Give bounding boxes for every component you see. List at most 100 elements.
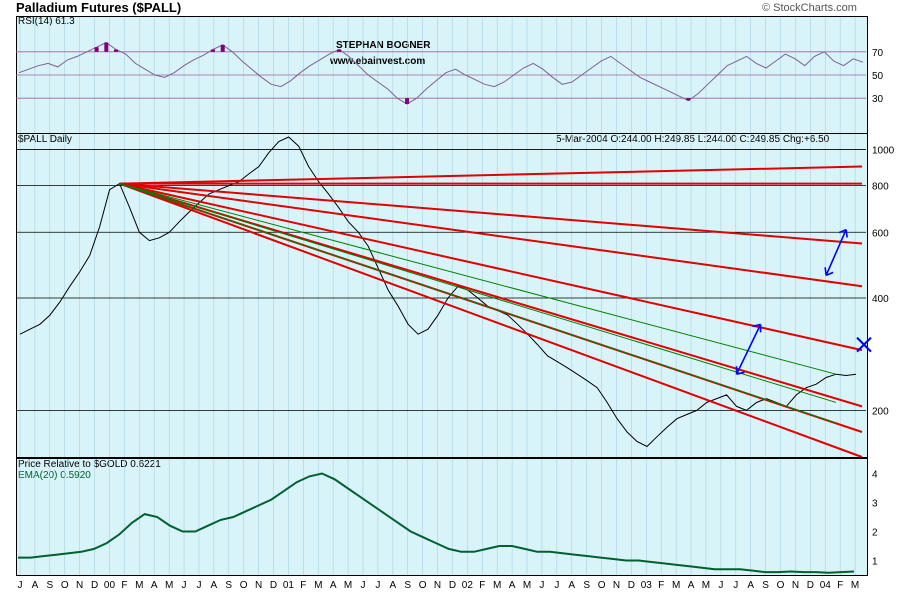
rsi-overbought-fill: [211, 49, 216, 52]
x-tick-label: D: [807, 580, 814, 591]
fan-trendline: [119, 182, 863, 288]
rsi-overbought-fill: [220, 44, 225, 52]
x-tick-label: M: [523, 580, 531, 591]
channel-trendline: [119, 183, 837, 403]
x-tick-label: A: [509, 580, 516, 591]
x-tick-label: J: [554, 580, 559, 591]
x-tick-label: M: [493, 580, 501, 591]
price-tick-label: 400: [872, 294, 889, 305]
price-plot: [16, 136, 872, 458]
chart-title: Palladium Futures ($PALL): [16, 0, 182, 15]
ema-label: EMA(20) 0.5920: [18, 470, 91, 481]
fan-trendline: [119, 182, 863, 352]
x-tick-label: J: [539, 580, 544, 591]
x-tick-label: F: [658, 580, 664, 591]
x-tick-label: O: [598, 580, 606, 591]
x-tick-label: N: [255, 580, 262, 591]
rsi-plot: [16, 41, 866, 105]
relative-tick-label: 3: [872, 499, 878, 510]
stockcharts-credit[interactable]: © StockCharts.com: [762, 2, 857, 14]
rsi-tick-label: 30: [872, 94, 884, 105]
x-tick-label: M: [672, 580, 680, 591]
arrow-annotation: [735, 323, 762, 375]
x-tick-label: M: [851, 580, 859, 591]
x-tick-label: M: [135, 580, 143, 591]
x-tick-label: A: [32, 580, 39, 591]
x-tick-label: J: [375, 580, 380, 591]
relative-tick-label: 1: [872, 557, 878, 568]
grid: [19, 17, 856, 575]
x-tick-label: D: [91, 580, 98, 591]
x-axis-labels: J A S O N D 00 F M A M J J A S O N D 01 F M A M J J A S O N D 02 F M A M J J…: [18, 580, 860, 591]
price-tick-label: 600: [872, 228, 889, 239]
fan-trendline: [119, 182, 863, 245]
x-tick-label: S: [762, 580, 769, 591]
price-quote: 5-Mar-2004 O:244.00 H:249.85 L:244.00 C:…: [556, 134, 830, 145]
x-tick-label: J: [182, 580, 187, 591]
arrow-annotation: [824, 228, 848, 277]
x-tick-label: A: [211, 580, 218, 591]
fan-trendline: [119, 165, 863, 185]
rsi-oversold-fill: [405, 98, 410, 104]
x-tick-label: F: [837, 580, 843, 591]
x-tick-label: 00: [104, 580, 116, 591]
rsi-series-line: [18, 41, 864, 105]
x-tick-label: A: [688, 580, 695, 591]
x-tick-label: A: [568, 580, 575, 591]
rsi-oversold-fill: [686, 98, 691, 101]
rsi-tick-label: 70: [872, 48, 884, 59]
x-tick-label: 02: [462, 580, 474, 591]
x-tick-label: J: [18, 580, 23, 591]
x-tick-label: J: [196, 580, 201, 591]
x-tick-label: S: [583, 580, 590, 591]
price-series-line: [19, 136, 857, 448]
relative-plot: [18, 472, 855, 574]
x-tick-label: M: [344, 580, 352, 591]
rsi-overbought-fill: [337, 49, 342, 52]
x-tick-label: N: [792, 580, 799, 591]
x-tick-label: S: [46, 580, 53, 591]
x-tick-label: D: [449, 580, 456, 591]
fan-trendline: [119, 182, 863, 458]
axis-ticks: 70 50 30 1000 800 600 400 200 4 3 2 1: [872, 48, 895, 568]
x-tick-label: 03: [641, 580, 653, 591]
price-tick-label: 800: [872, 182, 889, 193]
x-tick-label: N: [613, 580, 620, 591]
x-tick-label: O: [240, 580, 248, 591]
price-tick-label: 200: [872, 406, 889, 417]
channel-trendline: [119, 183, 837, 424]
x-tick-label: F: [479, 580, 485, 591]
channel-trendline: [119, 183, 837, 375]
x-tick-label: A: [151, 580, 158, 591]
rsi-overbought-fill: [114, 49, 119, 52]
x-tick-label: M: [165, 580, 173, 591]
x-tick-label: A: [330, 580, 337, 591]
x-tick-label: J: [718, 580, 723, 591]
x-tick-label: F: [121, 580, 127, 591]
x-tick-label: N: [434, 580, 441, 591]
relative-series-line: [18, 472, 855, 574]
rsi-tick-label: 50: [872, 71, 884, 82]
x-tick-label: A: [747, 580, 754, 591]
relative-tick-label: 2: [872, 528, 878, 539]
cross-annotation: [856, 336, 872, 353]
x-tick-label: O: [777, 580, 785, 591]
rsi-label: RSI(14) 61.3: [18, 16, 75, 27]
x-tick-label: D: [270, 580, 277, 591]
x-tick-label: F: [300, 580, 306, 591]
x-tick-label: A: [389, 580, 396, 591]
relative-tick-label: 4: [872, 470, 878, 481]
x-tick-label: D: [628, 580, 635, 591]
x-tick-label: J: [360, 580, 365, 591]
price-label: $PALL Daily: [18, 134, 72, 145]
x-tick-label: S: [225, 580, 232, 591]
author-name: STEPHAN BOGNER: [336, 40, 431, 51]
rsi-overbought-fill: [94, 47, 99, 52]
x-tick-label: S: [404, 580, 411, 591]
x-tick-label: O: [419, 580, 427, 591]
x-tick-label: J: [733, 580, 738, 591]
price-tick-label: 1000: [872, 145, 895, 156]
x-tick-label: 04: [820, 580, 832, 591]
rsi-overbought-fill: [104, 42, 109, 52]
